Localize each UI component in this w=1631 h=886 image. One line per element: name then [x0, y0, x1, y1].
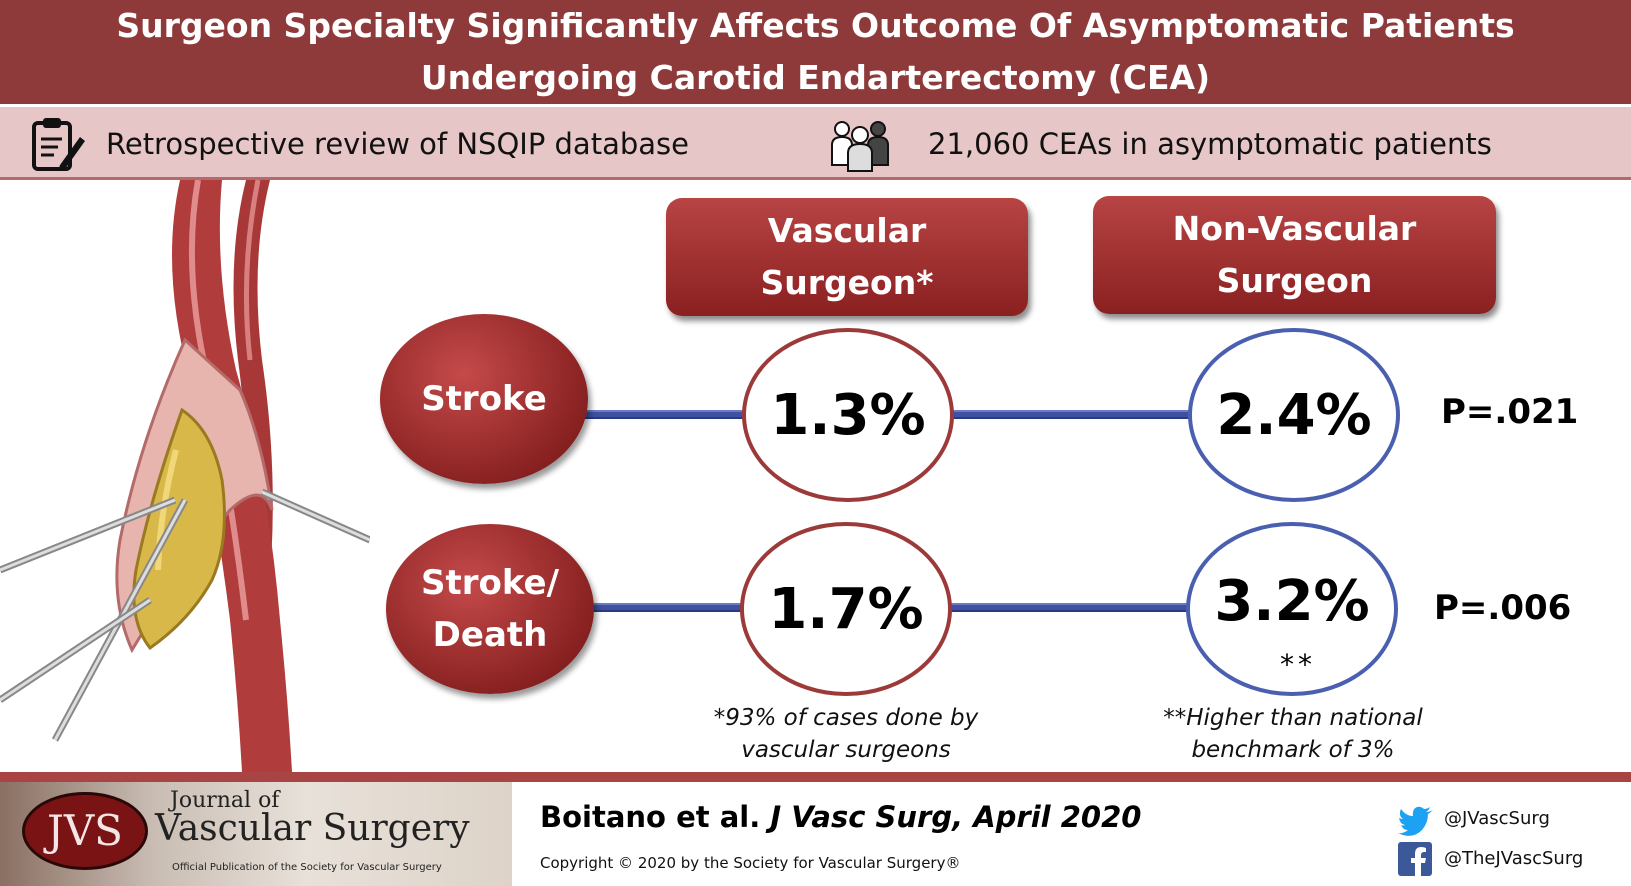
stroke-death-label-line-1: Stroke/: [420, 563, 560, 603]
infographic-title: Surgeon Specialty Significantly Affects …: [0, 0, 1631, 104]
benchmark-marker: **: [1280, 648, 1316, 681]
non-vascular-footnote: **Higher than national benchmark of 3%: [1123, 702, 1463, 766]
study-info-bar: Retrospective review of NSQIP database 2…: [0, 104, 1631, 180]
non-vascular-footnote-line-1: **Higher than national: [1163, 705, 1423, 731]
vascular-header-line-2: Surgeon*: [760, 263, 934, 302]
footer: JVS Journal of Vascular Surgery Official…: [0, 782, 1631, 886]
stroke-death-non-vascular-value: 3.2%: [1214, 568, 1370, 634]
twitter-icon: [1398, 806, 1433, 836]
non-vascular-surgeon-header: Non-Vascular Surgeon: [1093, 196, 1496, 314]
stroke-death-label-line-2: Death: [432, 615, 548, 655]
vascular-surgeon-header: Vascular Surgeon*: [666, 198, 1028, 316]
citation-journal: J Vasc Surg, April 2020: [770, 800, 1142, 834]
sample-size-text: 21,060 CEAs in asymptomatic patients: [928, 127, 1492, 161]
vascular-footnote-line-1: *93% of cases done by: [713, 705, 979, 731]
stroke-death-outcome-label: Stroke/ Death: [386, 524, 594, 694]
non-vascular-header-line-2: Surgeon: [1216, 261, 1373, 300]
carotid-endarterectomy-illustration: [0, 180, 370, 772]
facebook-handle[interactable]: @TheJVascSurg: [1444, 848, 1584, 869]
stroke-death-p-value: P=.006: [1434, 588, 1572, 628]
citation: Boitano et al. J Vasc Surg, April 2020: [540, 800, 1141, 834]
facebook-icon: [1398, 842, 1432, 876]
stroke-outcome-label: Stroke: [380, 314, 588, 484]
stroke-death-vascular-rate: 1.7%: [740, 522, 952, 696]
stroke-label-line-1: Stroke: [421, 379, 547, 419]
non-vascular-header-line-1: Non-Vascular: [1172, 209, 1417, 248]
people-group-icon: [831, 121, 889, 172]
stroke-vascular-rate: 1.3%: [742, 328, 954, 502]
stroke-non-vascular-rate: 2.4%: [1188, 328, 1400, 502]
title-line-1: Surgeon Specialty Significantly Affects …: [116, 6, 1515, 45]
twitter-handle[interactable]: @JVascSurg: [1444, 808, 1550, 829]
vascular-footnote: *93% of cases done by vascular surgeons: [676, 702, 1016, 766]
footer-divider: [0, 772, 1631, 782]
study-design-text: Retrospective review of NSQIP database: [106, 127, 689, 161]
stroke-death-non-vascular-rate: 3.2%: [1186, 522, 1398, 696]
stroke-non-vascular-value: 2.4%: [1216, 382, 1372, 448]
non-vascular-footnote-line-2: benchmark of 3%: [1191, 737, 1395, 763]
journal-name-small: Journal of: [170, 788, 280, 813]
journal-logo-panel: JVS Journal of Vascular Surgery Official…: [0, 782, 512, 886]
stroke-p-value: P=.021: [1441, 392, 1579, 432]
clipboard-pencil-icon: [32, 118, 85, 171]
stroke-death-vascular-value: 1.7%: [768, 576, 924, 642]
stroke-vascular-value: 1.3%: [770, 382, 926, 448]
journal-name: Vascular Surgery: [155, 808, 470, 849]
vascular-header-line-1: Vascular: [767, 211, 927, 250]
jvs-logo: JVS: [22, 792, 148, 870]
copyright-notice: Copyright © 2020 by the Society for Vasc…: [540, 854, 961, 872]
journal-subtitle: Official Publication of the Society for …: [172, 862, 442, 873]
vascular-footnote-line-2: vascular surgeons: [741, 737, 951, 763]
title-line-2: Undergoing Carotid Endarterectomy (CEA): [420, 58, 1211, 97]
citation-authors: Boitano et al.: [540, 800, 761, 834]
